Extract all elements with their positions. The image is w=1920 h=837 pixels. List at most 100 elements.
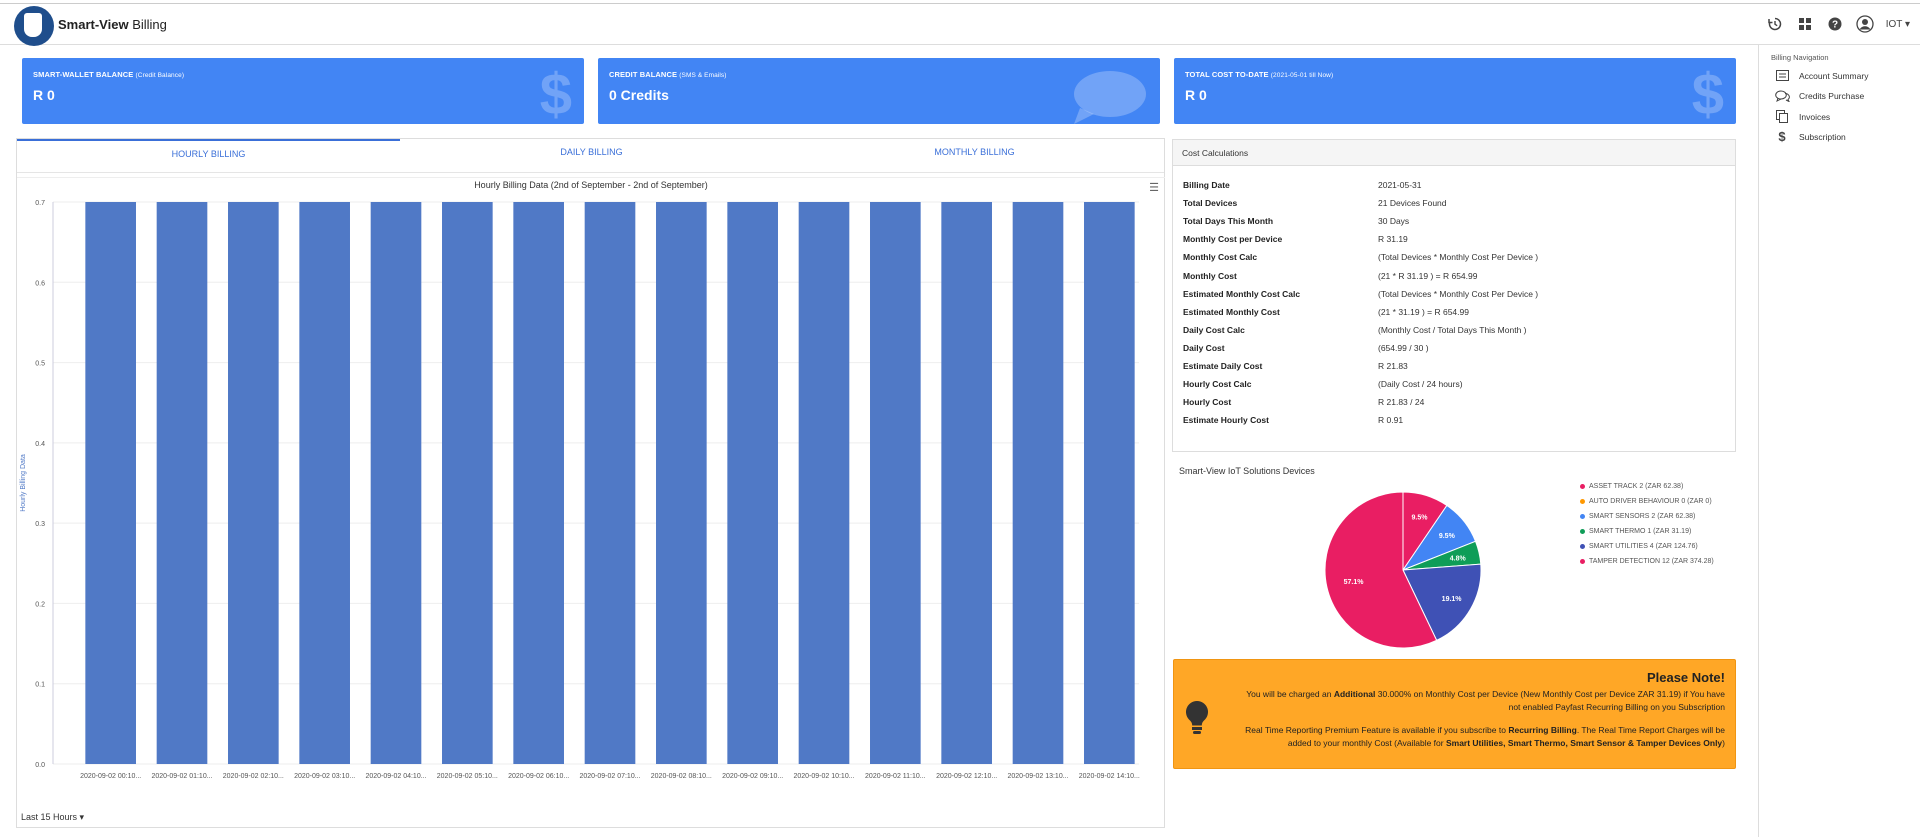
tab-hourly-billing[interactable]: HOURLY BILLING: [17, 139, 400, 159]
y-tick-label: 0.6: [35, 280, 45, 287]
smart-wallet-card: SMART-WALLET BALANCE (Credit Balance) R …: [22, 58, 584, 124]
x-tick-label: 2020-09-02 11:10...: [865, 773, 926, 780]
y-tick-label: 0.7: [35, 200, 45, 207]
cost-label: Hourly Cost: [1183, 397, 1232, 408]
bar: [798, 202, 850, 764]
cost-calculations-panel: Cost Calculations Billing Date 2021-05-31…: [1172, 139, 1736, 452]
dashboard-grid-icon[interactable]: [1796, 15, 1814, 33]
x-tick-label: 2020-09-02 09:10...: [722, 773, 783, 780]
cost-label: Hourly Cost Calc: [1183, 379, 1252, 390]
legend-item[interactable]: SMART SENSORS 2 (ZAR 62.38): [1580, 509, 1714, 524]
document-icon: [1773, 70, 1791, 81]
legend-dot-icon: [1580, 529, 1585, 534]
chat-bubble-icon: [1072, 70, 1148, 124]
top-bar: Smart-View Billing ? IOT ▾: [0, 3, 1920, 46]
legend-item[interactable]: AUTO DRIVER BEHAVIOUR 0 (ZAR 0): [1580, 494, 1714, 509]
cost-label: Daily Cost Calc: [1183, 324, 1245, 335]
cost-value: (654.99 / 30 ): [1378, 342, 1429, 353]
x-tick-label: 2020-09-02 02:10...: [223, 773, 284, 780]
pie-data-label: 9.5%: [1412, 514, 1429, 521]
legend-label: SMART SENSORS 2 (ZAR 62.38): [1589, 513, 1696, 520]
x-tick-label: 2020-09-02 06:10...: [508, 773, 569, 780]
cost-value: R 21.83 / 24: [1378, 397, 1425, 408]
cost-value: (Monthly Cost / Total Days This Month ): [1378, 324, 1527, 335]
legend-dot-icon: [1580, 484, 1585, 489]
x-tick-label: 2020-09-02 10:10...: [793, 773, 854, 780]
lightbulb-icon: [1182, 698, 1212, 738]
chat-icon: [1773, 90, 1791, 102]
nav-item-invoices[interactable]: Invoices: [1773, 110, 1830, 123]
legend-item[interactable]: ASSET TRACK 2 (ZAR 62.38): [1580, 479, 1714, 494]
note-paragraph-2: Real Time Reporting Premium Feature is a…: [1245, 725, 1725, 748]
x-tick-label: 2020-09-02 14:10...: [1079, 773, 1140, 780]
tab-daily-billing[interactable]: DAILY BILLING: [560, 147, 623, 157]
card-title: SMART-WALLET BALANCE (Credit Balance): [33, 70, 185, 79]
x-tick-label: 2020-09-02 13:10...: [1007, 773, 1068, 780]
pie-chart-svg: 9.5% 9.5% 4.8% 19.1% 57.1%: [1324, 491, 1482, 649]
legend-item[interactable]: SMART THERMO 1 (ZAR 31.19): [1580, 524, 1714, 539]
nav-item-account-summary[interactable]: Account Summary: [1773, 70, 1868, 81]
cost-label: Total Devices: [1183, 198, 1238, 209]
x-tick-label: 2020-09-02 12:10...: [936, 773, 997, 780]
card-value: 0 Credits: [609, 87, 669, 103]
history-icon[interactable]: [1766, 15, 1784, 33]
dollar-icon: $: [1778, 129, 1786, 144]
cost-value: (21 * 31.19 ) = R 654.99: [1378, 306, 1469, 317]
bar: [85, 202, 136, 764]
nav-item-credits-purchase[interactable]: Credits Purchase: [1773, 90, 1864, 102]
cost-value: 30 Days: [1378, 216, 1410, 227]
note-title: Please Note!: [1646, 670, 1725, 685]
y-axis-label: Hourly Billing Data: [20, 454, 27, 512]
bar: [228, 202, 279, 764]
legend-label: ASSET TRACK 2 (ZAR 62.38): [1589, 483, 1684, 490]
brand-title: Smart-View Billing: [58, 17, 167, 32]
y-tick-label: 0.0: [35, 762, 45, 769]
credit-balance-card: CREDIT BALANCE (SMS & Emails) 0 Credits: [598, 58, 1160, 124]
app-logo[interactable]: [14, 6, 54, 46]
legend-dot-icon: [1580, 559, 1585, 564]
cost-label: Daily Cost: [1183, 342, 1225, 353]
legend-dot-icon: [1580, 514, 1585, 519]
pie-data-label: 4.8%: [1450, 555, 1467, 562]
pie-slice[interactable]: [1402, 563, 1482, 642]
copy-icon: [1773, 110, 1791, 123]
billing-chart-panel: HOURLY BILLING DAILY BILLING MONTHLY BIL…: [16, 138, 1165, 828]
hamburger-menu-icon[interactable]: ☰: [1149, 182, 1159, 194]
cost-value: (Total Devices * Monthly Cost Per Device…: [1378, 288, 1539, 299]
x-tick-label: 2020-09-02 08:10...: [651, 773, 712, 780]
legend-item[interactable]: TAMPER DETECTION 12 (ZAR 374.28): [1580, 554, 1714, 569]
cost-value: R 21.83: [1378, 361, 1408, 371]
cost-label: Billing Date: [1183, 180, 1230, 190]
x-tick-label: 2020-09-02 05:10...: [437, 773, 498, 780]
dollar-icon: $: [539, 62, 572, 124]
tab-monthly-billing[interactable]: MONTHLY BILLING: [934, 147, 1015, 157]
x-tick-label: 2020-09-02 00:10...: [80, 773, 141, 780]
y-tick-label: 0.2: [35, 601, 45, 608]
y-tick-label: 0.4: [35, 441, 45, 448]
pie-slice[interactable]: [1324, 491, 1438, 649]
bar: [513, 202, 564, 764]
cost-value: R 0.91: [1378, 415, 1404, 426]
dollar-icon: $: [1691, 62, 1724, 124]
bar: [727, 202, 778, 764]
user-avatar-icon[interactable]: [1856, 15, 1874, 33]
range-selector[interactable]: Last 15 Hours ▾: [21, 812, 85, 822]
legend-dot-icon: [1580, 544, 1585, 549]
bar: [584, 202, 636, 764]
cost-value: R 31.19: [1378, 234, 1408, 245]
nav-title: Billing Navigation: [1771, 53, 1829, 62]
cost-value: 21 Devices Found: [1378, 198, 1447, 209]
cost-label: Estimated Monthly Cost: [1183, 306, 1280, 317]
cost-value: 2021-05-31: [1378, 180, 1422, 190]
nav-item-subscription[interactable]: $ Subscription: [1773, 129, 1845, 144]
user-menu[interactable]: IOT ▾: [1885, 18, 1910, 30]
legend-label: AUTO DRIVER BEHAVIOUR 0 (ZAR 0): [1589, 498, 1712, 505]
help-icon[interactable]: ?: [1826, 15, 1844, 33]
bar: [442, 202, 493, 764]
cost-label: Monthly Cost per Device: [1183, 234, 1283, 245]
cost-label: Estimate Hourly Cost: [1183, 415, 1269, 426]
cost-label: Monthly Cost Calc: [1183, 252, 1258, 263]
legend-item[interactable]: SMART UTILITIES 4 (ZAR 124.76): [1580, 539, 1714, 554]
cost-value: (Total Devices * Monthly Cost Per Device…: [1378, 252, 1539, 263]
y-tick-label: 0.3: [35, 521, 45, 528]
